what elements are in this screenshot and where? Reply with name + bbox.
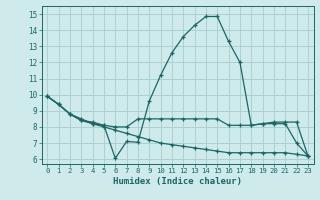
X-axis label: Humidex (Indice chaleur): Humidex (Indice chaleur) — [113, 177, 242, 186]
